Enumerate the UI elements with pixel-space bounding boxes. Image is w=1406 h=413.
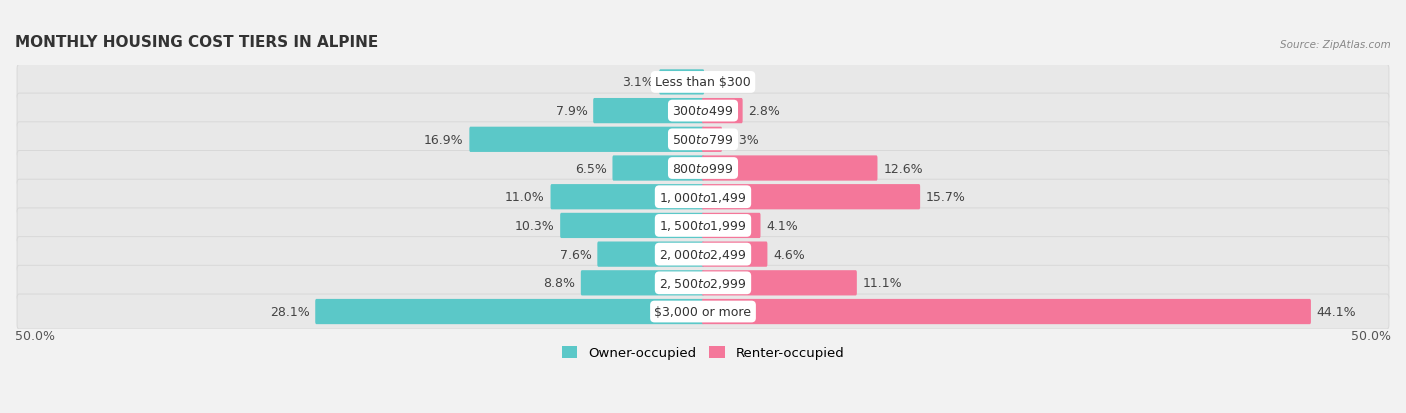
FancyBboxPatch shape <box>593 99 704 124</box>
FancyBboxPatch shape <box>702 156 877 181</box>
Text: 0.0%: 0.0% <box>710 76 742 89</box>
Text: 12.6%: 12.6% <box>883 162 922 175</box>
Text: 6.5%: 6.5% <box>575 162 606 175</box>
Text: 16.9%: 16.9% <box>425 133 464 147</box>
FancyBboxPatch shape <box>659 70 704 95</box>
Text: 15.7%: 15.7% <box>927 191 966 204</box>
Text: $3,000 or more: $3,000 or more <box>655 305 751 318</box>
FancyBboxPatch shape <box>702 99 742 124</box>
Text: Source: ZipAtlas.com: Source: ZipAtlas.com <box>1281 40 1391 50</box>
FancyBboxPatch shape <box>581 271 704 296</box>
Text: 8.8%: 8.8% <box>543 277 575 290</box>
FancyBboxPatch shape <box>17 94 1389 129</box>
Text: 2.8%: 2.8% <box>748 105 780 118</box>
Text: 11.0%: 11.0% <box>505 191 544 204</box>
Text: 44.1%: 44.1% <box>1316 305 1357 318</box>
FancyBboxPatch shape <box>702 213 761 238</box>
FancyBboxPatch shape <box>702 127 723 152</box>
Text: 4.6%: 4.6% <box>773 248 804 261</box>
Text: 50.0%: 50.0% <box>15 330 55 342</box>
Text: Less than $300: Less than $300 <box>655 76 751 89</box>
FancyBboxPatch shape <box>17 151 1389 186</box>
FancyBboxPatch shape <box>702 271 856 296</box>
FancyBboxPatch shape <box>470 127 704 152</box>
FancyBboxPatch shape <box>315 299 704 324</box>
FancyBboxPatch shape <box>17 180 1389 215</box>
Text: 3.1%: 3.1% <box>621 76 654 89</box>
Text: 7.9%: 7.9% <box>555 105 588 118</box>
FancyBboxPatch shape <box>613 156 704 181</box>
FancyBboxPatch shape <box>598 242 704 267</box>
Text: 28.1%: 28.1% <box>270 305 309 318</box>
Legend: Owner-occupied, Renter-occupied: Owner-occupied, Renter-occupied <box>557 341 849 365</box>
Text: 1.3%: 1.3% <box>728 133 759 147</box>
Text: $1,500 to $1,999: $1,500 to $1,999 <box>659 219 747 233</box>
Text: $800 to $999: $800 to $999 <box>672 162 734 175</box>
FancyBboxPatch shape <box>560 213 704 238</box>
FancyBboxPatch shape <box>17 266 1389 301</box>
Text: 7.6%: 7.6% <box>560 248 592 261</box>
Text: 4.1%: 4.1% <box>766 219 799 233</box>
FancyBboxPatch shape <box>702 299 1310 324</box>
FancyBboxPatch shape <box>702 185 920 210</box>
FancyBboxPatch shape <box>17 294 1389 329</box>
Text: 10.3%: 10.3% <box>515 219 554 233</box>
Text: $500 to $799: $500 to $799 <box>672 133 734 147</box>
Text: $2,000 to $2,499: $2,000 to $2,499 <box>659 247 747 261</box>
FancyBboxPatch shape <box>17 65 1389 100</box>
Text: $2,500 to $2,999: $2,500 to $2,999 <box>659 276 747 290</box>
FancyBboxPatch shape <box>551 185 704 210</box>
FancyBboxPatch shape <box>17 123 1389 157</box>
Text: $1,000 to $1,499: $1,000 to $1,499 <box>659 190 747 204</box>
FancyBboxPatch shape <box>17 209 1389 243</box>
FancyBboxPatch shape <box>702 242 768 267</box>
Text: $300 to $499: $300 to $499 <box>672 105 734 118</box>
Text: 11.1%: 11.1% <box>863 277 903 290</box>
Text: 50.0%: 50.0% <box>1351 330 1391 342</box>
FancyBboxPatch shape <box>17 237 1389 272</box>
Text: MONTHLY HOUSING COST TIERS IN ALPINE: MONTHLY HOUSING COST TIERS IN ALPINE <box>15 35 378 50</box>
